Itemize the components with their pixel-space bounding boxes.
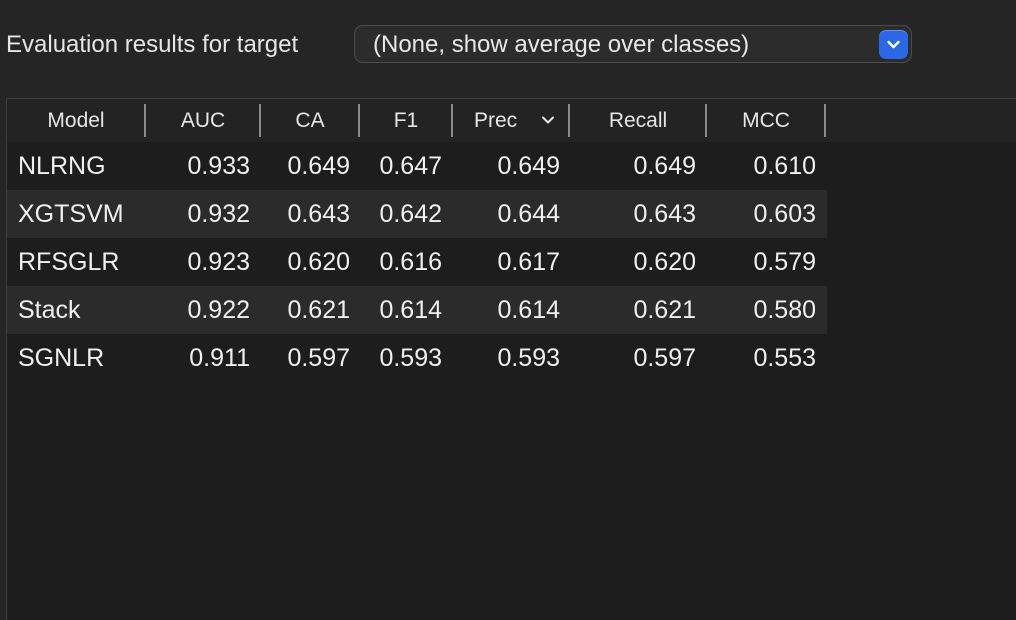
cell-mcc: 0.579 [753, 248, 816, 276]
cell-recall: 0.643 [633, 200, 696, 228]
table-row[interactable]: XGTSVM 0.932 0.643 0.642 0.644 0.643 0.6… [7, 190, 827, 238]
target-select[interactable]: (None, show average over classes) [354, 25, 912, 63]
cell-f1: 0.642 [379, 200, 442, 228]
column-divider [259, 104, 261, 137]
cell-ca: 0.649 [287, 152, 350, 180]
target-bar: Evaluation results for target (None, sho… [0, 0, 1016, 88]
cell-mcc: 0.553 [753, 344, 816, 372]
sort-descending-icon [542, 116, 554, 124]
cell-auc: 0.932 [187, 200, 250, 228]
cell-recall: 0.649 [633, 152, 696, 180]
cell-model: XGTSVM [18, 200, 124, 228]
cell-mcc: 0.580 [753, 296, 816, 324]
cell-recall: 0.621 [633, 296, 696, 324]
column-header-ca[interactable]: CA [295, 109, 325, 132]
results-table: Model AUC CA F1 Prec Recall MCC NLRNG 0.… [6, 98, 1016, 620]
column-divider [568, 104, 570, 137]
column-header-f1[interactable]: F1 [393, 109, 419, 132]
cell-model: SGNLR [18, 344, 105, 372]
column-header-prec-label: Prec [474, 109, 518, 132]
table-row[interactable]: Stack 0.922 0.621 0.614 0.614 0.621 0.58… [7, 286, 827, 334]
cell-recall: 0.620 [633, 248, 696, 276]
column-header-model[interactable]: Model [47, 109, 105, 132]
column-divider [358, 104, 360, 137]
select-arrow-button[interactable] [879, 30, 908, 59]
cell-auc: 0.933 [187, 152, 250, 180]
cell-f1: 0.614 [379, 296, 442, 324]
cell-prec: 0.649 [497, 152, 560, 180]
cell-ca: 0.643 [287, 200, 350, 228]
cell-f1: 0.593 [379, 344, 442, 372]
column-divider [705, 104, 707, 137]
column-header-auc[interactable]: AUC [180, 109, 226, 132]
cell-model: Stack [18, 296, 81, 324]
chevron-down-icon [887, 40, 900, 49]
cell-recall: 0.597 [633, 344, 696, 372]
target-label: Evaluation results for target [6, 31, 299, 58]
cell-auc: 0.922 [187, 296, 250, 324]
cell-mcc: 0.610 [753, 152, 816, 180]
column-divider [451, 104, 453, 137]
cell-mcc: 0.603 [753, 200, 816, 228]
cell-auc: 0.923 [187, 248, 250, 276]
cell-model: NLRNG [18, 152, 106, 180]
cell-model: RFSGLR [18, 248, 120, 276]
cell-prec: 0.644 [497, 200, 560, 228]
cell-prec: 0.617 [497, 248, 560, 276]
column-header-mcc[interactable]: MCC [742, 109, 790, 132]
cell-f1: 0.616 [379, 248, 442, 276]
cell-f1: 0.647 [379, 152, 442, 180]
cell-prec: 0.614 [497, 296, 560, 324]
table-header: Model AUC CA F1 Prec Recall MCC [7, 99, 1016, 142]
column-divider [144, 104, 146, 137]
column-header-recall[interactable]: Recall [608, 109, 668, 132]
target-select-value: (None, show average over classes) [373, 31, 750, 58]
cell-ca: 0.597 [287, 344, 350, 372]
column-header-prec[interactable]: Prec [453, 99, 569, 142]
table-row[interactable]: SGNLR 0.911 0.597 0.593 0.593 0.597 0.55… [7, 334, 827, 382]
cell-ca: 0.620 [287, 248, 350, 276]
cell-auc: 0.911 [189, 344, 250, 372]
column-divider [824, 104, 826, 137]
cell-prec: 0.593 [497, 344, 560, 372]
cell-ca: 0.621 [287, 296, 350, 324]
table-row[interactable]: NLRNG 0.933 0.649 0.647 0.649 0.649 0.61… [7, 142, 827, 190]
table-row[interactable]: RFSGLR 0.923 0.620 0.616 0.617 0.620 0.5… [7, 238, 827, 286]
